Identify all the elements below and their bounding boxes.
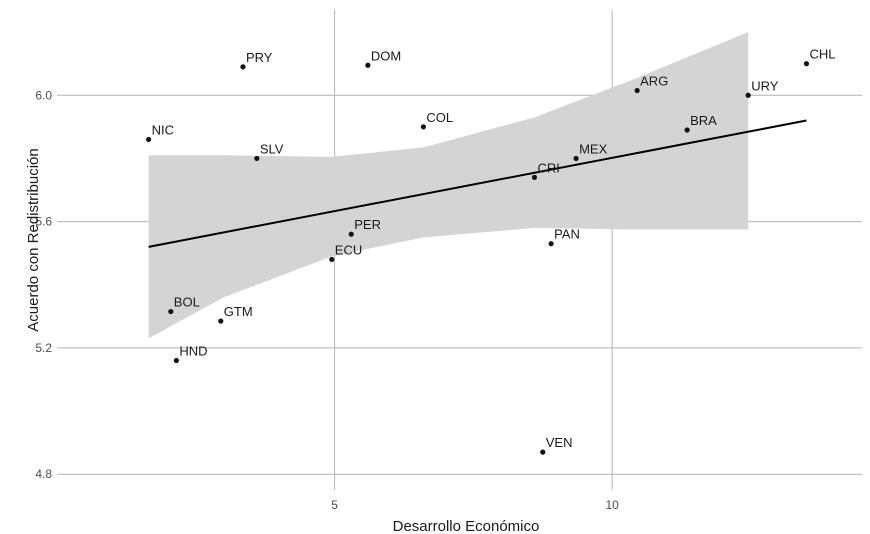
- data-points: NIC PRY DOM SLV COL BOL GTM HND PER ECU CRI MEX PAN V…: [146, 47, 835, 455]
- point-label-hnd: HND: [179, 344, 207, 359]
- point-label-bol: BOL: [174, 295, 200, 310]
- point-label-ecu: ECU: [335, 242, 362, 257]
- confidence-band: [148, 32, 749, 339]
- x-tick-label-5: 5: [331, 498, 338, 512]
- point-per: [348, 231, 354, 237]
- point-col: [420, 124, 427, 130]
- point-pan: [548, 241, 554, 247]
- point-mex: [573, 155, 579, 162]
- point-label-dom: DOM: [371, 48, 401, 63]
- point-label-col: COL: [426, 110, 453, 125]
- point-label-gtm: GTM: [224, 304, 253, 319]
- y-tick-label-5.2: 5.2: [35, 341, 52, 355]
- point-bra: [684, 127, 690, 133]
- tick-labels: 5 10 4.8 5.2 5.6 6.0: [35, 88, 619, 512]
- point-label-slv: SLV: [260, 141, 284, 156]
- point-label-mex: MEX: [579, 141, 608, 156]
- point-slv: [254, 155, 260, 162]
- point-label-arg: ARG: [640, 74, 668, 89]
- point-label-pan: PAN: [554, 227, 580, 242]
- point-ury: [745, 92, 751, 98]
- y-axis-title: Acuerdo con Redistribución: [25, 148, 42, 331]
- regression-line: [148, 119, 807, 248]
- x-axis-title: Desarrollo Económico: [393, 518, 540, 534]
- point-ven: [540, 449, 546, 455]
- point-arg: [634, 87, 640, 94]
- point-label-bra: BRA: [690, 113, 717, 128]
- point-label-pry: PRY: [246, 50, 273, 65]
- x-tick-label-10: 10: [605, 498, 619, 512]
- y-tick-label-5.6: 5.6: [35, 215, 52, 229]
- point-dom: [365, 62, 371, 68]
- point-nic: [146, 136, 152, 143]
- point-hnd: [173, 357, 179, 364]
- point-label-chl: CHL: [809, 47, 835, 62]
- regression-line-path: [148, 119, 807, 248]
- point-bol: [168, 308, 174, 315]
- y-tick-label-6.0: 6.0: [35, 88, 52, 102]
- point-label-ury: URY: [751, 78, 779, 93]
- point-label-nic: NIC: [152, 122, 174, 137]
- point-chl: [803, 61, 810, 67]
- point-label-per: PER: [354, 217, 381, 232]
- y-tick-label-4.8: 4.8: [35, 467, 52, 481]
- point-gtm: [218, 318, 224, 324]
- point-ecu: [329, 256, 335, 263]
- point-cri: [531, 174, 538, 180]
- confidence-band-area: [148, 32, 749, 339]
- point-label-ven: VEN: [546, 435, 573, 450]
- point-label-cri: CRI: [537, 160, 559, 175]
- point-pry: [240, 64, 246, 70]
